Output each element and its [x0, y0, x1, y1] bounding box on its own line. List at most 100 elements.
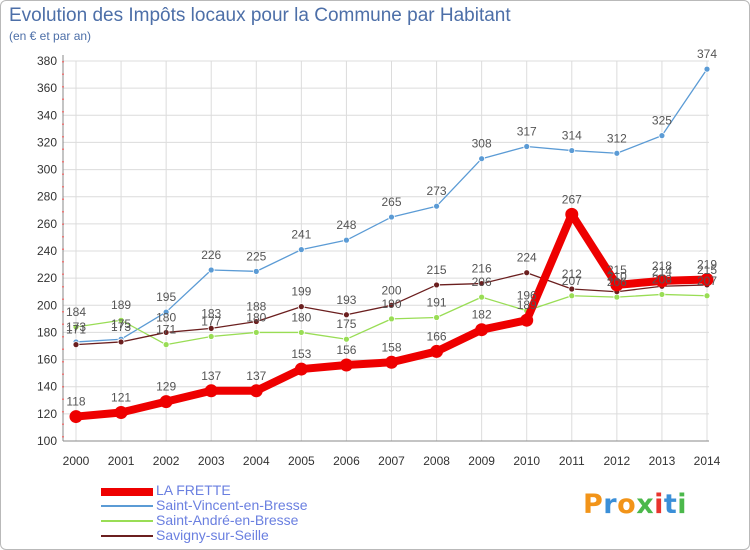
data-point [388, 315, 395, 323]
data-label: 193 [336, 293, 356, 307]
data-label: 166 [427, 329, 447, 343]
data-label: 206 [607, 275, 627, 289]
x-tick-label: 2014 [694, 454, 721, 468]
data-label: 156 [336, 343, 356, 357]
data-label: 173 [111, 320, 131, 334]
data-point [207, 324, 215, 332]
chart-title: Evolution des Impôts locaux pour la Comm… [9, 5, 511, 26]
data-label: 267 [562, 192, 582, 206]
data-point [162, 308, 170, 316]
data-point [613, 149, 621, 157]
x-tick-label: 2007 [378, 454, 405, 468]
data-label: 317 [517, 125, 537, 139]
legend-label-saint-vincent: Saint-Vincent-en-Bresse [156, 497, 308, 513]
data-point [658, 132, 666, 140]
data-point [252, 318, 260, 325]
data-label: 207 [697, 274, 717, 288]
data-label: 180 [246, 310, 266, 324]
data-point [523, 143, 531, 150]
x-tick-label: 2010 [513, 454, 540, 468]
data-point [478, 293, 486, 301]
data-point [114, 406, 128, 419]
data-label: 215 [607, 263, 627, 277]
data-point [475, 323, 489, 337]
data-label: 188 [246, 300, 266, 314]
y-tick-label: 200 [37, 298, 57, 312]
legend-swatch-savigny [101, 535, 153, 537]
data-point [433, 314, 440, 321]
data-point [430, 344, 444, 358]
legend-label-la-frette: LA FRETTE [156, 482, 231, 498]
y-tick-label: 120 [37, 407, 57, 421]
data-label: 189 [111, 298, 131, 312]
data-label: 241 [291, 228, 311, 242]
y-tick-label: 360 [37, 81, 57, 95]
data-label: 137 [201, 369, 221, 383]
data-point [343, 236, 350, 244]
data-point [343, 311, 350, 319]
y-tick-label: 320 [37, 135, 57, 149]
data-label: 312 [607, 131, 627, 145]
x-tick-label: 2006 [333, 454, 360, 468]
data-label: 129 [156, 380, 176, 394]
data-label: 183 [201, 306, 221, 320]
data-point [703, 292, 711, 300]
data-label: 180 [291, 310, 311, 324]
data-label: 206 [472, 275, 492, 289]
data-point [339, 358, 353, 372]
x-tick-label: 2001 [108, 454, 135, 468]
data-point [703, 65, 711, 73]
data-point [700, 273, 714, 286]
data-point [655, 274, 669, 288]
x-tick-label: 2003 [198, 454, 225, 468]
logo-letter: x [636, 489, 655, 520]
data-label: 199 [291, 285, 311, 299]
y-tick-label: 180 [37, 325, 57, 339]
data-point [433, 281, 440, 289]
data-point [294, 362, 308, 376]
data-point [385, 355, 398, 369]
data-label: 218 [652, 259, 672, 273]
data-label: 215 [427, 263, 447, 277]
data-label: 210 [607, 270, 627, 284]
logo-letter: o [617, 489, 637, 520]
y-tick-label: 240 [37, 244, 57, 258]
data-point [252, 267, 260, 275]
data-point [658, 291, 666, 298]
data-label: 190 [381, 297, 401, 311]
data-label: 226 [201, 248, 221, 262]
data-point [388, 301, 395, 309]
x-tick-label: 2013 [649, 454, 676, 468]
legend-label-saint-andre: Saint-André-en-Bresse [156, 512, 299, 528]
data-label: 200 [381, 283, 401, 297]
data-label: 195 [156, 290, 176, 304]
x-tick-label: 2008 [423, 454, 450, 468]
data-label: 314 [562, 129, 582, 143]
y-tick-label: 100 [37, 434, 57, 448]
legend-swatch-saint-andre [101, 520, 153, 522]
data-point [478, 155, 486, 163]
x-tick-label: 2009 [468, 454, 495, 468]
data-point [207, 333, 215, 340]
data-label: 153 [291, 347, 311, 361]
data-label: 175 [111, 317, 131, 331]
y-tick-label: 380 [37, 54, 57, 68]
data-point [610, 278, 624, 292]
data-point [159, 395, 173, 409]
y-tick-label: 280 [37, 190, 57, 204]
data-label: 175 [336, 317, 356, 331]
data-point [478, 280, 486, 287]
x-tick-label: 2012 [604, 454, 631, 468]
data-point [207, 266, 215, 274]
data-point [297, 246, 305, 254]
x-tick-label: 2000 [63, 454, 90, 468]
data-label: 325 [652, 114, 672, 128]
data-point [568, 147, 576, 154]
legend-swatch-la-frette [101, 488, 153, 496]
x-tick-label: 2002 [153, 454, 180, 468]
y-tick-label: 340 [37, 108, 57, 122]
data-label: 191 [427, 296, 447, 310]
data-label: 224 [517, 251, 537, 265]
data-label: 214 [652, 264, 672, 278]
